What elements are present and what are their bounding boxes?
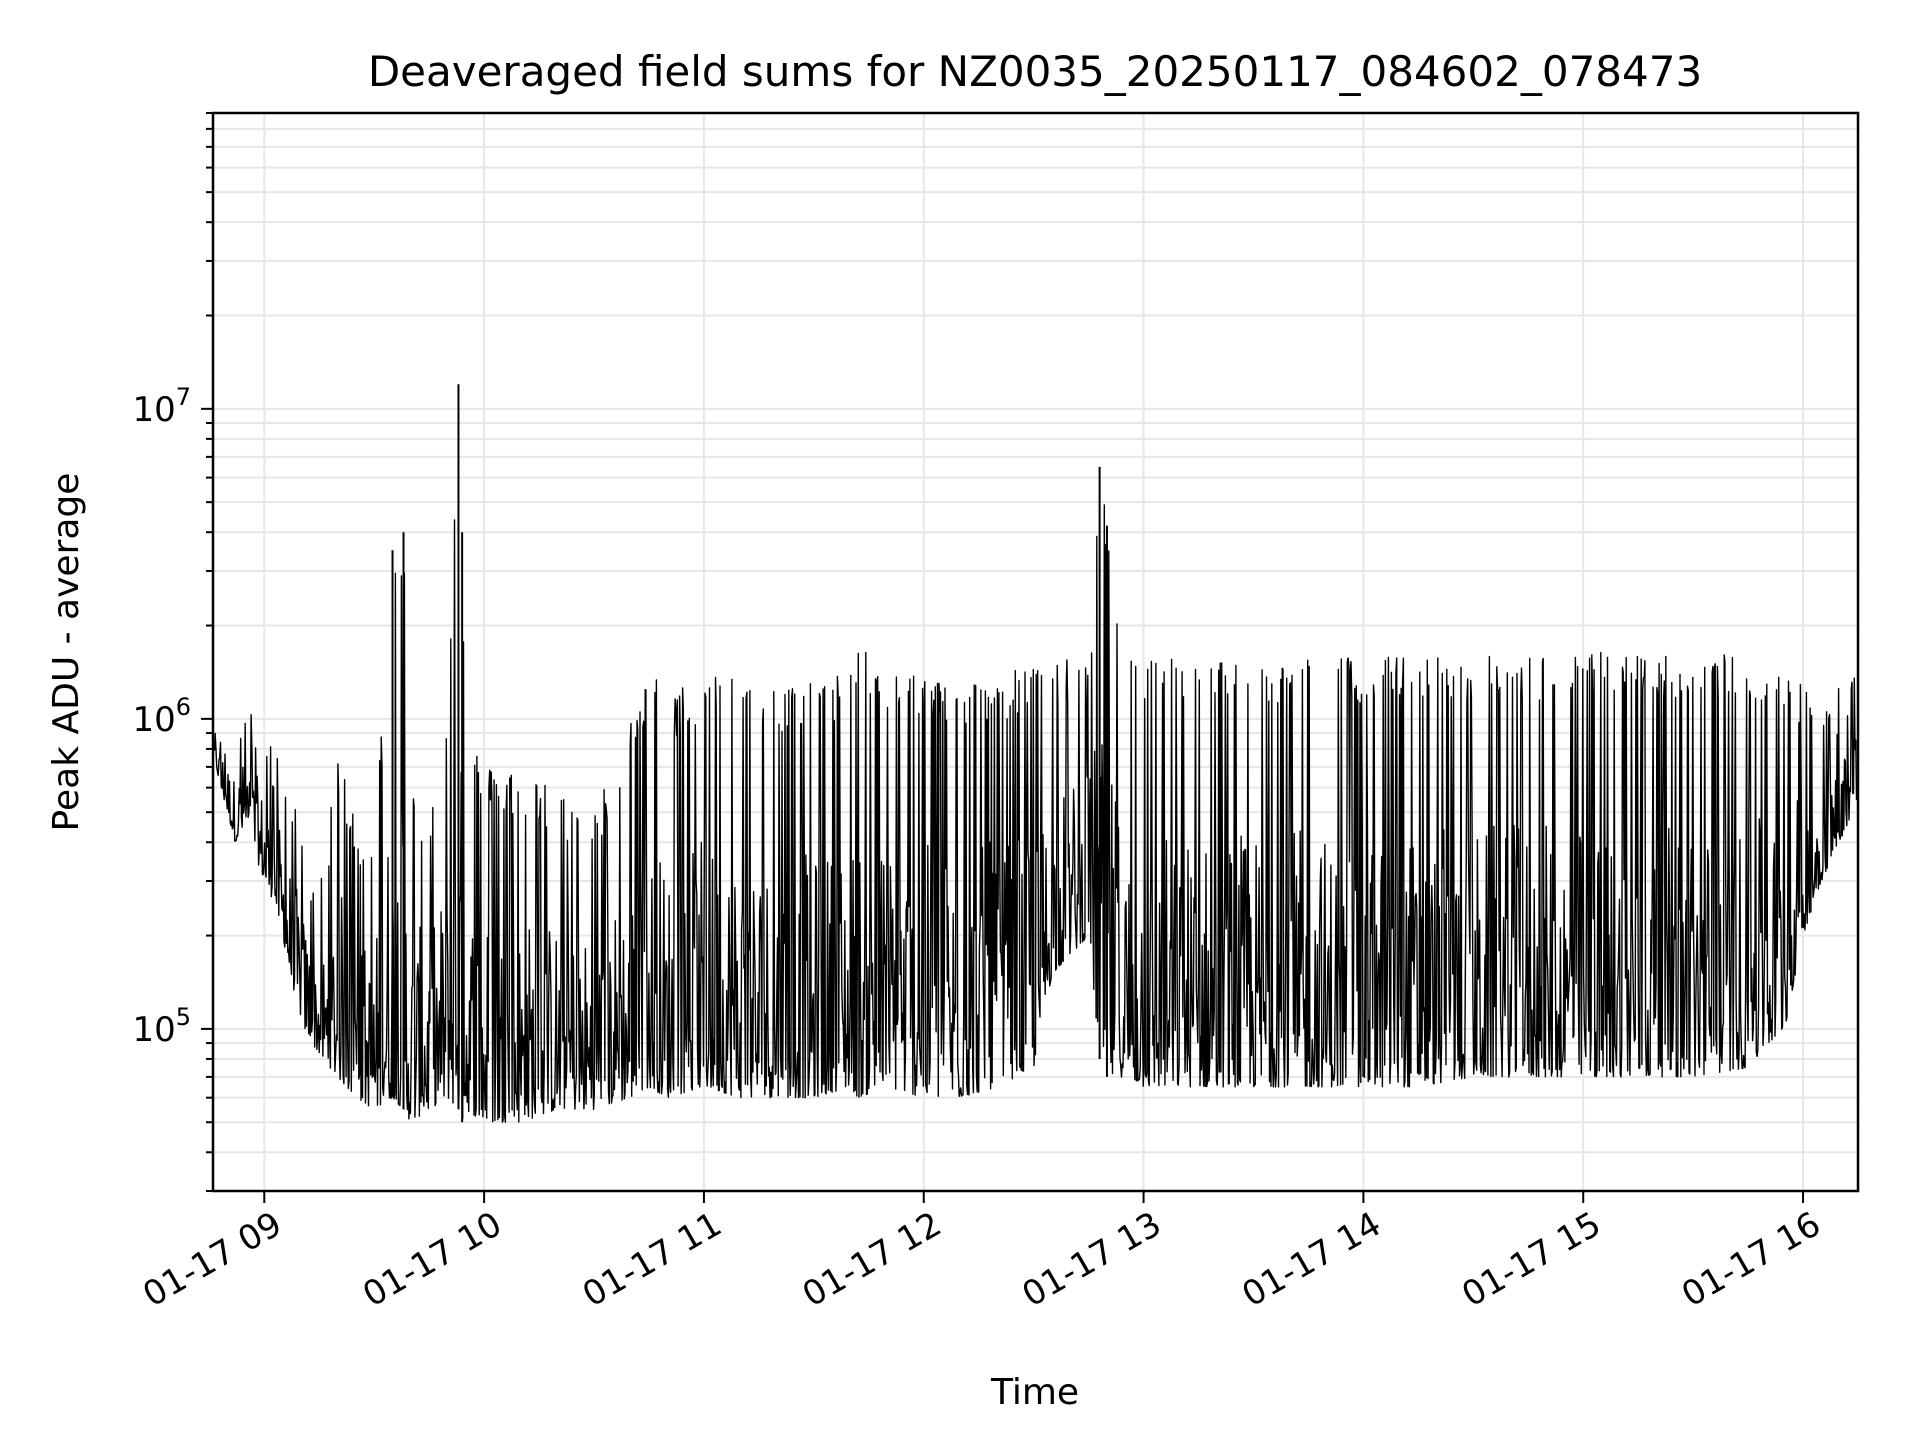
plot-frame bbox=[211, 111, 1860, 1193]
x-tick-label: 01-17 12 bbox=[796, 1204, 948, 1315]
x-axis: 01-17 09 01-17 10 01-17 11 01-17 12 01-17 13… bbox=[136, 1191, 1828, 1315]
chart-title: Deaveraged field sums for NZ0035_2025011… bbox=[368, 47, 1702, 96]
y-tick-label: 106 bbox=[132, 693, 191, 740]
x-tick-label: 01-17 09 bbox=[136, 1204, 288, 1315]
x-tick-label: 01-17 14 bbox=[1236, 1204, 1388, 1315]
y-axis: 105 106 107 bbox=[132, 112, 213, 1192]
y-axis-label: Peak ADU - average bbox=[46, 473, 87, 832]
x-tick-label: 01-17 16 bbox=[1675, 1204, 1827, 1315]
y-tick-label: 105 bbox=[132, 1003, 191, 1050]
x-tick-label: 01-17 10 bbox=[356, 1204, 508, 1315]
x-tick-label: 01-17 15 bbox=[1455, 1204, 1607, 1315]
y-tick-label: 107 bbox=[132, 383, 191, 430]
series-line bbox=[212, 504, 1859, 1123]
x-axis-label: Time bbox=[990, 1372, 1079, 1413]
x-tick-label: 01-17 13 bbox=[1016, 1204, 1168, 1315]
series-layer bbox=[212, 384, 1859, 1123]
x-tick-label: 01-17 11 bbox=[576, 1204, 728, 1315]
